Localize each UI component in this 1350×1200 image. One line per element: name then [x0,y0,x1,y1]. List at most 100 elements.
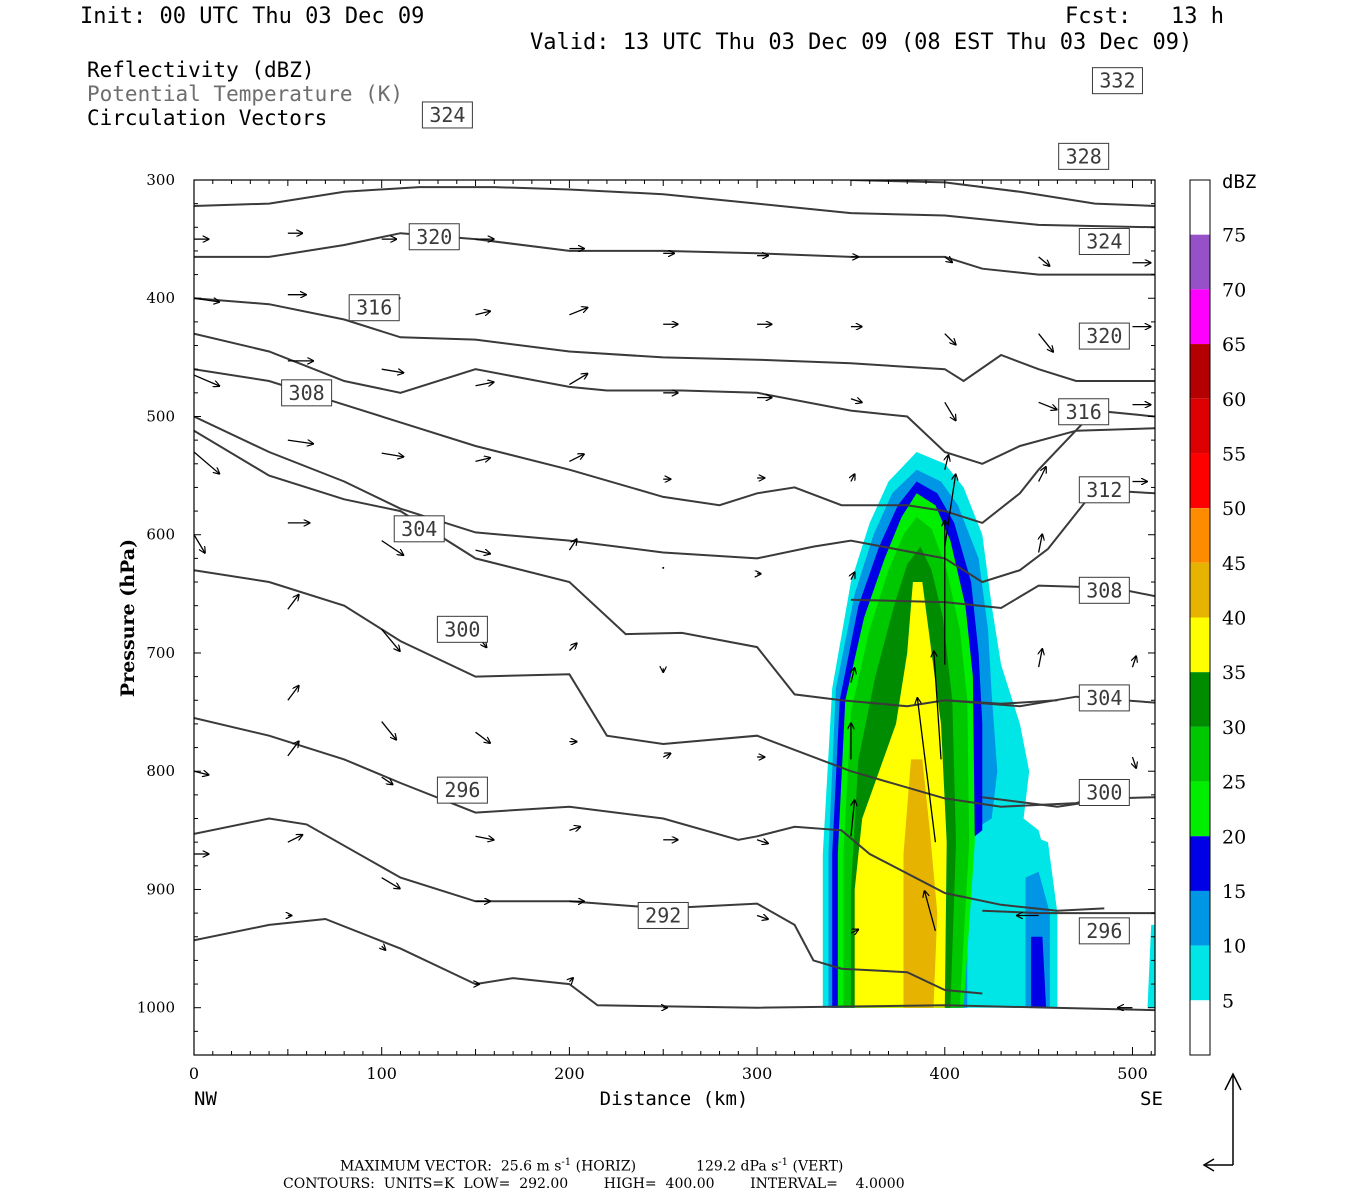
colorbar-tick-label: 70 [1222,279,1246,301]
circulation-vector [568,643,576,652]
field-reflectivity: Reflectivity (dBZ) [87,58,315,82]
circulation-vector [381,540,404,555]
colorbar-swatch [1190,890,1210,946]
colorbar-tick-label: 15 [1222,881,1246,903]
contour-label: 316 [356,296,392,320]
contour-label: 296 [1086,919,1122,943]
circulation-vector [475,836,494,840]
theta-contour-320 [194,332,1155,465]
circulation-vector [287,595,299,610]
colorbar-tick-label: 45 [1222,553,1246,575]
contour-label: 304 [1086,686,1122,710]
x-tick-label: 400 [930,1064,961,1083]
reflectivity-area-40 [903,759,938,1008]
theta-contour-304 [194,569,1105,808]
circulation-vector [945,455,949,470]
circulation-vector [1038,401,1057,409]
x-axis-label: Distance (km) [600,1088,749,1110]
colorbar-tick-label: 10 [1222,936,1246,958]
plot-frame [193,179,1156,1056]
contour-label: 308 [289,381,325,405]
circulation-vector [569,978,573,982]
contour-label-box [393,515,445,543]
theta-contour-300 [194,717,1105,912]
circulation-vector [925,891,937,932]
contour-label: 320 [1086,324,1122,348]
contour-label-box [1078,684,1130,712]
circulation-vector [569,827,580,831]
circulation-vector [944,257,952,262]
circulation-vector [851,668,855,683]
colorbar-swatch [1190,234,1210,290]
circulation-vector [475,550,490,554]
contour-label-box [1078,917,1130,945]
circulation-vector [917,698,937,843]
colorbar-tick-label: 50 [1222,498,1246,520]
circulation-vector [381,877,400,889]
contour-label-box [348,294,400,322]
y-tick-label: 700 [146,644,175,662]
y-tick-label: 400 [146,289,175,307]
contour-label-box [421,101,473,129]
circulation-vector [569,454,583,463]
colorbar-swatch [1190,398,1210,454]
circulation-vector [944,475,956,547]
contour-label-box [637,901,689,929]
contours-info: CONTOURS: UNITS=K LOW= 292.00 HIGH= 400.… [283,1176,905,1192]
theta-contour-316 [194,368,1155,525]
x-tick-label: 0 [189,1064,199,1083]
circulation-vector [662,753,670,757]
colorbar-swatch [1190,1000,1210,1055]
x-tick-label: 100 [366,1064,397,1083]
contour-label-box [436,615,488,643]
forecast-hour: Fcst: 13 h [1065,4,1224,29]
circulation-vector [944,401,956,420]
contour-label: 300 [1086,781,1122,805]
circulation-vector [1038,333,1053,352]
colorbar-tick-label: 35 [1222,662,1246,684]
circulation-vector [944,333,956,345]
contour-label: 320 [416,225,452,249]
contour-label: 332 [1099,69,1135,93]
colorbar-swatch [1190,672,1210,727]
x-tick-label: 300 [742,1064,773,1083]
circulation-vector [1039,649,1043,668]
contour-label-box [1078,227,1130,255]
circulation-vector [569,308,587,316]
colorbar-swatch [1190,836,1210,891]
y-tick-label: 900 [146,880,175,898]
circulation-vector [382,946,386,950]
circulation-vector [287,686,299,701]
circulation-vector [1038,256,1050,266]
colorbar-tick-label: 75 [1222,225,1246,247]
colorbar-tick-label: 65 [1222,334,1246,356]
circulation-vector [850,800,855,837]
circulation-vector [194,298,219,302]
colorbar-swatch [1190,180,1210,235]
circulation-vector [475,311,490,315]
circulation-vector [194,374,219,386]
colorbar-swatch [1190,562,1210,618]
field-potential-temperature: Potential Temperature (K) [87,82,404,106]
theta-contour-308 [194,429,1058,708]
circulation-vector [756,915,768,919]
circulation-vector [756,840,768,844]
contour-label-box [1078,476,1130,504]
circulation-vector [287,440,313,444]
contour-label-box [436,776,488,804]
circulation-vector [1038,467,1046,482]
colorbar-swatch [1190,945,1210,1001]
colorbar-swatch [1190,726,1210,782]
colorbar-swatch [1190,508,1210,563]
theta-contour-292 [194,917,1155,1012]
circulation-vector [194,534,205,553]
circulation-vector [381,776,393,784]
contour-label: 324 [429,103,465,127]
contour-label-box [281,379,333,407]
theta-contour-312 [194,415,1155,584]
colorbar-tick-label: 5 [1222,990,1234,1012]
circulation-vector [568,539,576,551]
colorbar-tick-label: 40 [1222,608,1246,630]
field-circulation-vectors: Circulation Vectors [87,106,328,130]
